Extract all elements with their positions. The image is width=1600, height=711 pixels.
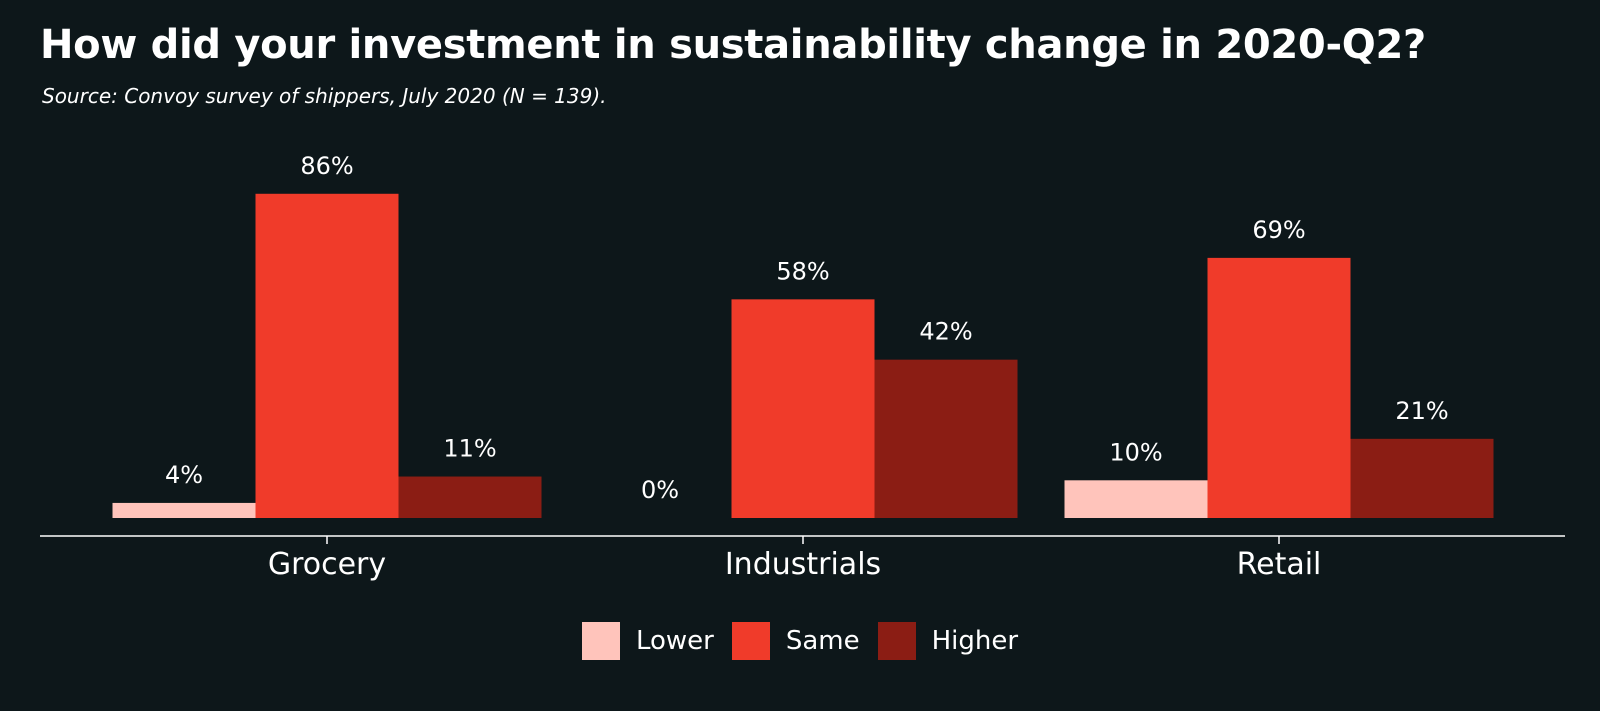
- legend-item-same: Same: [731, 622, 860, 660]
- chart-subtitle: Source: Convoy survey of shippers, July …: [42, 84, 607, 108]
- bar-grocery-lower: [112, 502, 256, 518]
- x-tick-label-grocery: Grocery: [268, 547, 386, 582]
- bar-industrials-higher: [874, 359, 1018, 518]
- legend-swatch-lower: [581, 622, 620, 660]
- x-tick-label-industrials: Industrials: [725, 547, 881, 582]
- x-tick-label-retail: Retail: [1237, 547, 1322, 582]
- value-label-industrials-lower: 0%: [641, 476, 679, 504]
- value-label-industrials-same: 58%: [776, 257, 829, 285]
- legend-swatch-same: [731, 622, 770, 660]
- legend-label-same: Same: [785, 626, 860, 656]
- bar-industrials-same: [731, 299, 875, 518]
- bar-retail-same: [1207, 257, 1351, 518]
- value-label-industrials-higher: 42%: [919, 318, 972, 346]
- bars-layer: [112, 193, 1494, 518]
- bar-grocery-same: [255, 193, 399, 518]
- bar-retail-lower: [1064, 480, 1208, 518]
- value-label-grocery-same: 86%: [300, 152, 353, 180]
- legend: Lower Same Higher: [0, 622, 1600, 660]
- legend-item-lower: Lower: [581, 622, 714, 660]
- value-label-retail-lower: 10%: [1109, 438, 1162, 466]
- value-label-retail-higher: 21%: [1395, 397, 1448, 425]
- bar-grocery-higher: [398, 476, 542, 518]
- bar-retail-higher: [1350, 438, 1494, 518]
- value-label-grocery-higher: 11%: [443, 435, 496, 463]
- value-label-retail-same: 69%: [1252, 216, 1305, 244]
- value-labels-layer: 4% 86% 11% 0% 58% 42% 10% 69% 21%: [165, 152, 1449, 504]
- legend-label-lower: Lower: [635, 626, 714, 656]
- legend-swatch-higher: [877, 622, 916, 660]
- x-axis-ticks-layer: Grocery Industrials Retail: [268, 536, 1322, 582]
- chart-title: How did your investment in sustainabilit…: [40, 22, 1426, 68]
- legend-item-higher: Higher: [877, 622, 1019, 660]
- value-label-grocery-lower: 4%: [165, 461, 203, 489]
- legend-label-higher: Higher: [931, 626, 1019, 656]
